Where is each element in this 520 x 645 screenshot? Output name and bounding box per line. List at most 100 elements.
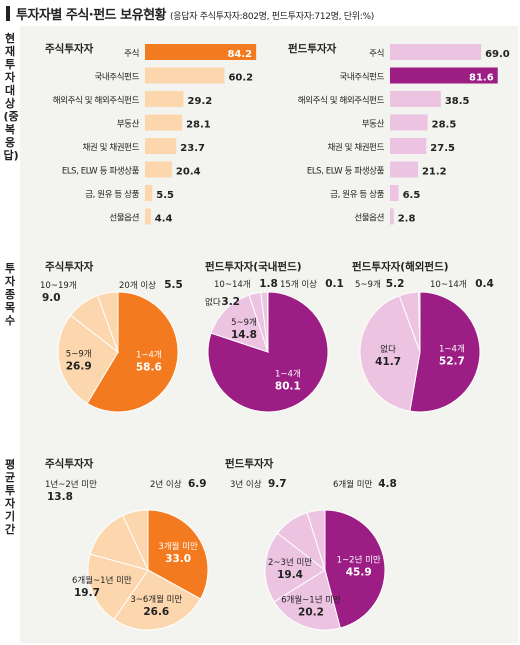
pie-slice [264, 532, 326, 603]
category-label: 국내주식펀드 [339, 73, 384, 83]
pie-slice-value: 13.8 [47, 491, 73, 503]
pie-slice-label: 3년 이상 [230, 479, 262, 490]
pie-slice-label: 15개 이상 [280, 279, 317, 290]
category-label: 국내주식펀드 [94, 73, 139, 83]
data-label: 23.7 [180, 143, 205, 154]
bar [390, 67, 498, 84]
pie-slice-value: 20.2 [298, 606, 324, 618]
pie-slice-value: 14.8 [231, 329, 257, 341]
pie-title: 펀드투자자(해외펀드) [352, 260, 449, 273]
bar [145, 91, 184, 107]
pie-slice-value: 5.5 [164, 279, 183, 291]
bar [145, 114, 183, 131]
category-label: 부동산 [117, 119, 140, 130]
category-label: 선물옵션 [109, 213, 139, 224]
pie-slice-value: 19.7 [74, 587, 100, 599]
data-label: 69.0 [485, 49, 510, 60]
pie-slice-value: 26.6 [143, 606, 169, 618]
pie-slice-label: 1년~2년 미만 [45, 479, 97, 490]
bar [145, 67, 225, 84]
bar [145, 138, 177, 154]
pie-slice-label: 6개월~1년 미만 [72, 575, 132, 586]
bar-chart-title: 펀드투자자 [288, 42, 337, 55]
bar [145, 161, 172, 178]
data-label: 2.8 [398, 214, 416, 225]
pie-slice-value: 9.0 [42, 292, 61, 304]
bar [145, 185, 153, 201]
pie-slice [273, 569, 341, 631]
header-bar-icon [6, 6, 10, 21]
category-label: 부동산 [362, 119, 385, 130]
pie-slice-label: 없다 [380, 345, 396, 355]
pie-slice [409, 291, 481, 413]
data-label: 21.2 [422, 167, 447, 178]
pie-title: 주식투자자 [45, 260, 94, 273]
header: 투자자별 주식·펀드 보유현황 (응답자 주식투자자:802명, 펀드투자자:7… [0, 0, 520, 26]
pie-slice-value: 1.8 [259, 278, 278, 290]
category-label: 채권 및 채권펀드 [82, 142, 139, 153]
pie-slice-value: 9.7 [268, 478, 287, 490]
category-label: 금, 원유 등 상품 [85, 189, 139, 200]
pie-slice [87, 553, 149, 621]
pie-slice-value: 52.7 [439, 356, 465, 368]
pie-slice-label: 없다 [205, 298, 221, 308]
pie-title: 펀드투자자 [225, 457, 274, 470]
chart-title-text: 투자자별 주식·펀드 보유현황 [16, 8, 167, 23]
pie-slice-label: 1~2년 미만 [337, 555, 381, 566]
pie-slice-value: 19.4 [277, 569, 303, 581]
side-label-period-text: 평균 투자기간 [4, 458, 16, 536]
pie-slice [113, 569, 202, 631]
pie-slice-label: 10~14개 [430, 279, 467, 290]
pie-slice-label: 5~9개 [355, 279, 381, 290]
pie-slice-label: 6개월 미만 [333, 479, 373, 490]
pie-slice-label: 6개월~1년 미만 [281, 594, 341, 605]
data-label: 81.6 [469, 73, 494, 84]
chart-title: 투자자별 주식·펀드 보유현황 (응답자 주식투자자:802명, 펀드투자자:7… [16, 4, 374, 23]
pie-slice [86, 291, 179, 413]
data-label: 5.5 [156, 190, 174, 201]
data-label: 29.2 [188, 96, 213, 107]
data-label: 4.4 [155, 214, 173, 225]
pie-slice-label: 10~19개 [40, 280, 77, 291]
data-label: 20.4 [176, 167, 201, 178]
bar [390, 114, 428, 131]
category-label: 해외주식 및 해외주식펀드 [298, 95, 385, 106]
category-label: 주식 [369, 49, 384, 59]
side-label-holdings: 현재 투자대상(중복응답) [0, 32, 20, 162]
category-label: 주식 [124, 49, 139, 59]
bar [390, 91, 441, 107]
pie-slice-value: 58.6 [136, 362, 162, 374]
pie-slice [207, 291, 329, 413]
category-label: 선물옵션 [354, 213, 384, 224]
category-label: ELS, ELW 등 파생상품 [62, 166, 140, 177]
side-label-holdings-text: 현재 투자대상(중복응답) [3, 32, 19, 162]
pie-slice-value: 6.9 [188, 478, 207, 490]
bar [390, 44, 482, 60]
pie-slice [417, 291, 421, 353]
pie-slice-value: 0.4 [475, 278, 494, 290]
pie-slice [89, 514, 149, 571]
pie-slice-label: 1~4개 [439, 344, 465, 355]
bar [390, 185, 399, 201]
pie-slice-value: 5.2 [386, 278, 405, 290]
pie-slice-value: 26.9 [66, 360, 92, 372]
pie-slice-label: 3~6개월 미만 [130, 594, 182, 605]
side-label-count-text: 투자 종목 수 [4, 262, 16, 327]
bar [390, 208, 394, 225]
bar [145, 208, 151, 225]
side-label-count: 투자 종목 수 [0, 262, 20, 327]
data-label: 28.5 [432, 120, 457, 131]
pie-slice-label: 1~4개 [136, 350, 162, 361]
pie-slice-label: 5~9개 [231, 317, 257, 328]
pie-slice [359, 295, 421, 412]
pie-slice [97, 291, 119, 353]
category-label: ELS, ELW 등 파생상품 [307, 166, 385, 177]
data-label: 27.5 [430, 143, 455, 154]
pie-slice-label: 10~14개 [214, 279, 251, 290]
pie-slice [306, 509, 326, 571]
pie-slice-value: 3.2 [221, 296, 240, 308]
chart-subtitle: (응답자 주식투자자:802명, 펀드투자자:712명, 단위:%) [170, 12, 374, 22]
pie-slice-value: 4.8 [378, 478, 397, 490]
data-label: 60.2 [228, 73, 253, 84]
